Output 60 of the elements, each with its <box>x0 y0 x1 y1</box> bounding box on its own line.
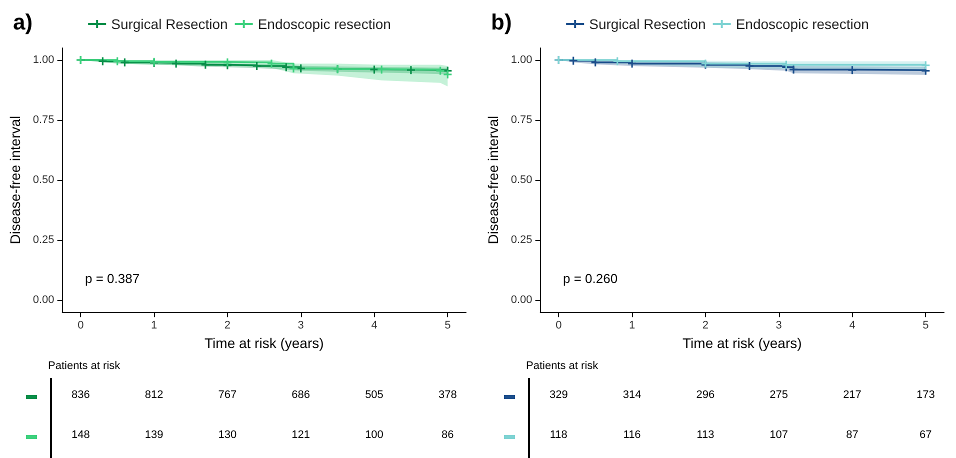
y-tick-label: 0.25 <box>510 234 532 246</box>
y-tick-label: 0.50 <box>510 174 532 186</box>
text: 378 <box>437 389 458 401</box>
x-tick-label: 5 <box>444 320 451 332</box>
text: 100 <box>364 429 384 441</box>
text: 505 <box>364 389 384 401</box>
x-tick-label: 4 <box>371 320 378 332</box>
x-tick-label: 0 <box>78 320 84 332</box>
text: 148 <box>70 429 91 441</box>
x-axis-title: Time at risk (years) <box>204 335 324 351</box>
x-tick-label: 4 <box>849 320 856 332</box>
y-tick-label: 0.25 <box>32 234 54 246</box>
y-tick-label: 0.00 <box>32 294 54 306</box>
text: 275 <box>768 389 790 401</box>
x-tick-label: 0 <box>556 320 562 332</box>
text: 130 <box>217 429 238 441</box>
y-tick-label: 0.50 <box>32 174 54 186</box>
text: 329 <box>548 389 569 401</box>
y-tick-label: 0.75 <box>32 114 54 126</box>
text: 812 <box>144 389 164 401</box>
text: 139 <box>144 429 164 441</box>
annotation: p = 0.387 <box>85 271 140 286</box>
text: 296 <box>695 389 716 401</box>
y-tick-label: 0.75 <box>510 114 532 126</box>
y-tick-label: 0.00 <box>510 294 532 306</box>
legend-label: Endoscopic resection <box>258 16 391 32</box>
x-tick-label: 5 <box>922 320 929 332</box>
text: 118 <box>548 429 568 441</box>
text: 116 <box>622 429 642 441</box>
text: 173 <box>915 389 936 401</box>
x-tick-label: 2 <box>224 320 231 332</box>
y-tick-label: 1.00 <box>32 54 54 66</box>
text: 767 <box>217 389 238 401</box>
text: 686 <box>290 389 312 401</box>
text: 121 <box>290 429 312 441</box>
chart-title: b) <box>491 10 512 34</box>
chart-title: a) <box>13 10 33 34</box>
legend-label: Surgical Resection <box>589 16 706 32</box>
text: 836 <box>70 389 91 401</box>
y-axis-title: Disease-free interval <box>485 116 501 244</box>
y-axis-title: Disease-free interval <box>7 116 23 244</box>
x-tick-label: 2 <box>702 320 709 332</box>
legend-label: Surgical Resection <box>111 16 228 32</box>
annotation: p = 0.260 <box>563 271 618 286</box>
text: 217 <box>842 389 862 401</box>
x-tick-label: 1 <box>628 320 636 332</box>
text: Patients at risk <box>526 360 598 372</box>
legend-label: Endoscopic resection <box>736 16 869 32</box>
text: 87 <box>845 429 860 441</box>
text: 314 <box>622 389 642 401</box>
x-tick-label: 1 <box>150 320 158 332</box>
text: 107 <box>768 429 790 441</box>
text: 113 <box>696 429 716 441</box>
x-tick-label: 3 <box>298 320 304 332</box>
text: 86 <box>440 429 455 441</box>
text: Patients at risk <box>48 360 120 372</box>
text: 67 <box>918 429 933 441</box>
y-tick-label: 1.00 <box>510 54 532 66</box>
x-axis-title: Time at risk (years) <box>682 335 802 351</box>
x-tick-label: 3 <box>776 320 782 332</box>
